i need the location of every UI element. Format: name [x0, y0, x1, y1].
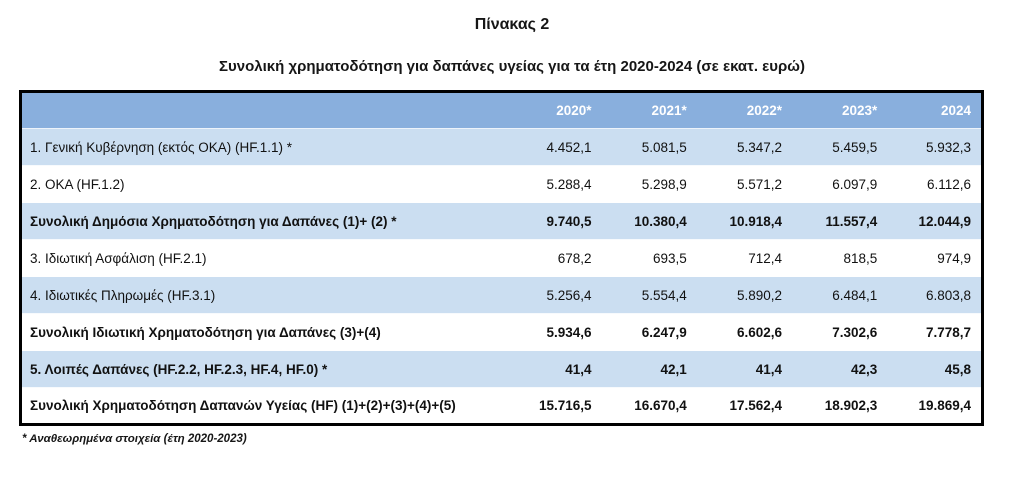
- row-label: 1. Γενική Κυβέρνηση (εκτός ΟΚΑ) (HF.1.1)…: [20, 128, 507, 166]
- value-cell: 18.902,3: [792, 387, 888, 425]
- table-row: 4. Ιδιωτικές Πληρωμές (HF.3.1) 5.256,4 5.5…: [20, 276, 983, 314]
- value-cell: 974,9: [887, 239, 983, 277]
- value-cell: 6.247,9: [601, 313, 697, 351]
- value-cell: 42,1: [601, 350, 697, 388]
- value-cell: 10.380,4: [601, 202, 697, 240]
- value-cell: 12.044,9: [887, 202, 983, 240]
- value-cell: 7.778,7: [887, 313, 983, 351]
- row-label: Συνολική Χρηματοδότηση Δαπανών Υγείας (H…: [20, 387, 507, 425]
- value-cell: 6.112,6: [887, 165, 983, 203]
- value-cell: 6.484,1: [792, 276, 888, 314]
- total-row: Συνολική Ιδιωτική Χρηματοδότηση για Δαπά…: [20, 313, 983, 351]
- value-cell: 5.890,2: [696, 276, 793, 314]
- table-subtitle: Συνολική χρηματοδότηση για δαπάνες υγεία…: [219, 58, 805, 75]
- value-cell: 41,4: [696, 350, 793, 388]
- value-cell: 41,4: [506, 350, 602, 388]
- value-cell: 19.869,4: [887, 387, 983, 425]
- year-column-header: 2020*: [506, 91, 602, 129]
- value-cell: 6.602,6: [696, 313, 793, 351]
- value-cell: 5.256,4: [506, 276, 602, 314]
- row-label: Συνολική Δημόσια Χρηματοδότηση για Δαπάν…: [20, 202, 507, 240]
- value-cell: 678,2: [506, 239, 602, 277]
- value-cell: 17.562,4: [696, 387, 793, 425]
- value-cell: 4.452,1: [506, 128, 602, 166]
- total-row: Συνολική Δημόσια Χρηματοδότηση για Δαπάν…: [20, 202, 983, 240]
- value-cell: 5.934,6: [506, 313, 602, 351]
- value-cell: 9.740,5: [506, 202, 602, 240]
- row-label: 3. Ιδιωτική Ασφάλιση (HF.2.1): [20, 239, 507, 277]
- year-column-header: 2022*: [696, 91, 793, 129]
- value-cell: 5.932,3: [887, 128, 983, 166]
- value-cell: 6.803,8: [887, 276, 983, 314]
- document-page: Πίνακας 2 Συνολική χρηματοδότηση για δαπ…: [0, 16, 1024, 493]
- header-row: 2020* 2021* 2022* 2023* 2024: [20, 91, 983, 129]
- row-label: 4. Ιδιωτικές Πληρωμές (HF.3.1): [20, 276, 507, 314]
- value-cell: 7.302,6: [792, 313, 888, 351]
- value-cell: 5.081,5: [601, 128, 697, 166]
- total-row: 5. Λοιπές Δαπάνες (HF.2.2, HF.2.3, HF.4,…: [20, 350, 983, 388]
- year-column-header: 2021*: [601, 91, 697, 129]
- value-cell: 5.571,2: [696, 165, 793, 203]
- total-row: Συνολική Χρηματοδότηση Δαπανών Υγείας (H…: [20, 387, 983, 425]
- table-row: 1. Γενική Κυβέρνηση (εκτός ΟΚΑ) (HF.1.1)…: [20, 128, 983, 166]
- value-cell: 6.097,9: [792, 165, 888, 203]
- table-row: 3. Ιδιωτική Ασφάλιση (HF.2.1) 678,2 693,5 7…: [20, 239, 983, 277]
- year-column-header: 2023*: [792, 91, 888, 129]
- footnote: * Αναθεωρημένα στοιχεία (έτη 2020-2023): [22, 433, 247, 445]
- value-cell: 5.298,9: [601, 165, 697, 203]
- value-cell: 10.918,4: [696, 202, 793, 240]
- value-cell: 5.347,2: [696, 128, 793, 166]
- row-label: Συνολική Ιδιωτική Χρηματοδότηση για Δαπά…: [20, 313, 507, 351]
- row-label: 5. Λοιπές Δαπάνες (HF.2.2, HF.2.3, HF.4,…: [20, 350, 507, 388]
- value-cell: 693,5: [601, 239, 697, 277]
- value-cell: 16.670,4: [601, 387, 697, 425]
- health-financing-table: 2020* 2021* 2022* 2023* 2024 1. Γενική Κυβέρ…: [19, 90, 984, 426]
- value-cell: 42,3: [792, 350, 888, 388]
- value-cell: 11.557,4: [792, 202, 888, 240]
- value-cell: 45,8: [887, 350, 983, 388]
- value-cell: 5.459,5: [792, 128, 888, 166]
- value-cell: 5.554,4: [601, 276, 697, 314]
- value-cell: 15.716,5: [506, 387, 602, 425]
- year-column-header: 2024: [887, 91, 983, 129]
- label-column-header: [20, 91, 507, 129]
- table-row: 2. ΟΚΑ (HF.1.2) 5.288,4 5.298,9 5.571,2 6.09…: [20, 165, 983, 203]
- value-cell: 5.288,4: [506, 165, 602, 203]
- table-number-title: Πίνακας 2: [474, 16, 550, 33]
- row-label: 2. ΟΚΑ (HF.1.2): [20, 165, 507, 203]
- value-cell: 818,5: [792, 239, 888, 277]
- value-cell: 712,4: [696, 239, 793, 277]
